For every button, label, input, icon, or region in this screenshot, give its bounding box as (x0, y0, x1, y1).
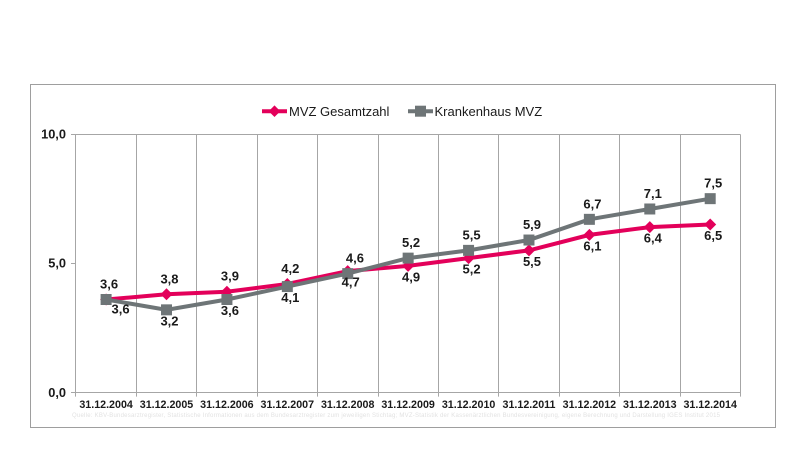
svg-text:5,2: 5,2 (402, 235, 420, 250)
svg-text:31.12.2008: 31.12.2008 (321, 399, 375, 411)
svg-text:5,0: 5,0 (48, 256, 66, 271)
svg-text:5,5: 5,5 (463, 227, 481, 242)
svg-text:5,2: 5,2 (463, 262, 481, 277)
svg-text:31.12.2004: 31.12.2004 (79, 399, 133, 411)
svg-text:3,2: 3,2 (160, 313, 178, 328)
svg-text:5,9: 5,9 (523, 217, 541, 232)
svg-text:3,8: 3,8 (160, 271, 178, 286)
svg-text:6,7: 6,7 (583, 196, 601, 211)
svg-text:31.12.2006: 31.12.2006 (200, 399, 254, 411)
svg-text:3,6: 3,6 (100, 277, 118, 292)
svg-text:4,2: 4,2 (281, 261, 299, 276)
svg-text:Krankenhaus MVZ: Krankenhaus MVZ (435, 104, 543, 119)
svg-text:31.12.2005: 31.12.2005 (140, 399, 194, 411)
svg-text:7,5: 7,5 (704, 176, 722, 191)
svg-text:3,6: 3,6 (221, 303, 239, 318)
svg-text:31.12.2010: 31.12.2010 (442, 399, 496, 411)
svg-text:31.12.2013: 31.12.2013 (623, 399, 677, 411)
svg-text:31.12.2014: 31.12.2014 (683, 399, 737, 411)
svg-text:5,5: 5,5 (523, 254, 541, 269)
svg-text:7,1: 7,1 (644, 186, 662, 201)
svg-text:31.12.2009: 31.12.2009 (381, 399, 435, 411)
svg-text:4,1: 4,1 (281, 290, 299, 305)
svg-text:0,0: 0,0 (48, 385, 66, 400)
svg-text:4,9: 4,9 (402, 269, 420, 284)
svg-text:31.12.2007: 31.12.2007 (261, 399, 315, 411)
svg-text:4,6: 4,6 (346, 251, 364, 266)
svg-text:6,5: 6,5 (704, 228, 722, 243)
svg-text:4,7: 4,7 (342, 275, 360, 290)
svg-text:31.12.2012: 31.12.2012 (563, 399, 617, 411)
svg-text:31.12.2011: 31.12.2011 (503, 399, 556, 411)
svg-text:10,0: 10,0 (41, 126, 66, 141)
svg-text:Quelle: KBV-Bundesarztregister: Quelle: KBV-Bundesarztregister, Statisti… (72, 413, 721, 419)
svg-text:MVZ Gesamtzahl: MVZ Gesamtzahl (289, 104, 390, 119)
svg-text:6,4: 6,4 (644, 231, 663, 246)
svg-text:3,6: 3,6 (112, 302, 130, 317)
svg-text:3,9: 3,9 (221, 269, 239, 284)
svg-text:6,1: 6,1 (583, 238, 601, 253)
